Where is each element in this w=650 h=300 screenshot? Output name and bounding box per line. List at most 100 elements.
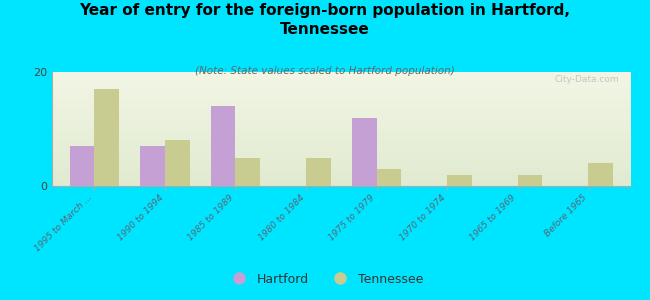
- Bar: [52, 76, 630, 78]
- Bar: [52, 185, 630, 186]
- Bar: [52, 120, 630, 121]
- Bar: [52, 140, 630, 142]
- Bar: [52, 118, 630, 119]
- Bar: [52, 83, 630, 85]
- Bar: [52, 172, 630, 173]
- Bar: [52, 80, 630, 81]
- Bar: [52, 161, 630, 162]
- Bar: [52, 156, 630, 158]
- Bar: [52, 115, 630, 116]
- Bar: [52, 89, 630, 90]
- Bar: [52, 152, 630, 153]
- Bar: [52, 163, 630, 164]
- Bar: [52, 85, 630, 86]
- Bar: [52, 79, 630, 80]
- Bar: [52, 99, 630, 101]
- Bar: [52, 134, 630, 135]
- Bar: [52, 183, 630, 184]
- Bar: [52, 132, 630, 134]
- Bar: [52, 164, 630, 166]
- Bar: [52, 180, 630, 181]
- Bar: [140, 146, 165, 186]
- Text: (Note: State values scaled to Hartford population): (Note: State values scaled to Hartford p…: [195, 66, 455, 76]
- Bar: [52, 82, 630, 83]
- Bar: [52, 155, 630, 156]
- Bar: [235, 158, 260, 186]
- Bar: [52, 103, 630, 104]
- Bar: [52, 149, 630, 151]
- Bar: [52, 97, 630, 98]
- Bar: [52, 116, 630, 118]
- Bar: [52, 88, 630, 89]
- Bar: [52, 139, 630, 140]
- Bar: [52, 114, 630, 115]
- Bar: [376, 169, 401, 186]
- Bar: [52, 124, 630, 126]
- Bar: [52, 168, 630, 169]
- Bar: [52, 122, 630, 123]
- Bar: [52, 179, 630, 180]
- Bar: [211, 106, 235, 186]
- Bar: [52, 154, 630, 155]
- Bar: [52, 130, 630, 131]
- Bar: [52, 113, 630, 114]
- Legend: Hartford, Tennessee: Hartford, Tennessee: [222, 268, 428, 291]
- Bar: [52, 100, 630, 102]
- Bar: [165, 140, 190, 186]
- Bar: [52, 182, 630, 183]
- Bar: [52, 162, 630, 163]
- Bar: [52, 104, 630, 105]
- Bar: [52, 169, 630, 170]
- Bar: [52, 90, 630, 92]
- Bar: [52, 178, 630, 179]
- Bar: [52, 78, 630, 79]
- Bar: [52, 72, 630, 73]
- Bar: [52, 177, 630, 178]
- Bar: [352, 118, 376, 186]
- Bar: [94, 89, 119, 186]
- Bar: [52, 126, 630, 127]
- Bar: [52, 136, 630, 137]
- Bar: [447, 175, 472, 186]
- Bar: [52, 98, 630, 99]
- Bar: [52, 166, 630, 167]
- Bar: [306, 158, 331, 186]
- Bar: [52, 107, 630, 109]
- Bar: [52, 167, 630, 168]
- Bar: [52, 106, 630, 107]
- Bar: [52, 184, 630, 185]
- Bar: [52, 110, 630, 111]
- Bar: [52, 128, 630, 129]
- Bar: [52, 160, 630, 161]
- Bar: [52, 95, 630, 96]
- Bar: [52, 73, 630, 74]
- Text: City-Data.com: City-Data.com: [554, 75, 619, 84]
- Bar: [52, 176, 630, 177]
- Bar: [52, 81, 630, 82]
- Bar: [52, 102, 630, 103]
- Bar: [52, 142, 630, 143]
- Bar: [70, 146, 94, 186]
- Bar: [52, 131, 630, 132]
- Bar: [52, 171, 630, 172]
- Bar: [52, 153, 630, 154]
- Bar: [52, 138, 630, 139]
- Bar: [52, 148, 630, 149]
- Bar: [52, 75, 630, 76]
- Bar: [52, 74, 630, 75]
- Bar: [52, 127, 630, 128]
- Bar: [52, 94, 630, 95]
- Bar: [52, 105, 630, 106]
- Bar: [52, 145, 630, 146]
- Bar: [52, 151, 630, 152]
- Bar: [52, 147, 630, 148]
- Bar: [52, 86, 630, 87]
- Bar: [588, 163, 613, 186]
- Bar: [52, 175, 630, 176]
- Bar: [52, 92, 630, 94]
- Bar: [52, 119, 630, 120]
- Bar: [52, 146, 630, 147]
- Bar: [52, 158, 630, 159]
- Bar: [52, 135, 630, 136]
- Bar: [52, 123, 630, 124]
